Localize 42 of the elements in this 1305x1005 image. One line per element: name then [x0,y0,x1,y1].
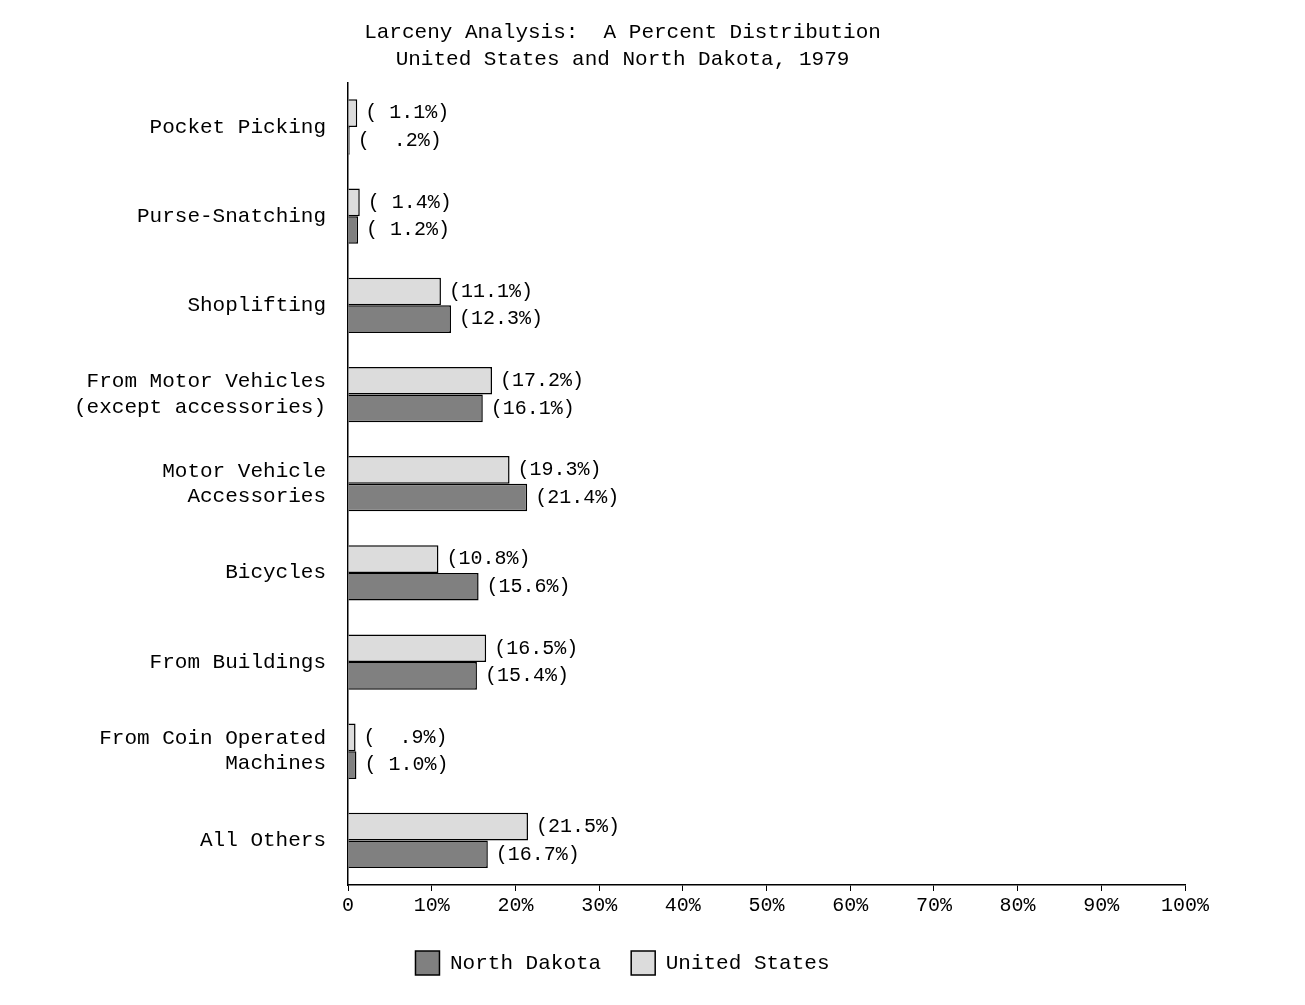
data-label: (21.4%) [535,485,620,509]
y-tick-label: From Motor Vehicles (except accessories) [73,370,327,419]
y-tick-label: All Others [200,828,327,852]
legend-label: North Dakota [449,951,602,975]
chart-subtitle: United States and North Dakota, 1979 [395,48,850,72]
x-tick-label: 80% [999,894,1037,918]
y-tick-label: From Coin Operated Machines [99,727,327,776]
y-tick-label: Bicycles [225,561,327,585]
data-label: (21.5%) [535,814,620,838]
x-tick-label: 20% [497,894,535,918]
data-label: (15.4%) [484,664,569,688]
data-label: (15.6%) [486,575,571,598]
x-tick-label: 100% [1160,894,1210,918]
x-tick-label: 90% [1083,894,1121,918]
data-label: ( 1.1%) [365,101,450,125]
x-tick-label: 10% [413,894,451,918]
x-tick-label: 50% [748,894,786,918]
data-label: ( 1.4%) [367,190,452,214]
data-label: (16.7%) [495,842,580,866]
legend-label: United States [665,951,830,975]
y-tick-label: From Buildings [149,650,327,674]
x-tick-label: 60% [832,894,870,918]
data-label: ( .2%) [357,129,442,153]
data-label: (11.1%) [448,279,533,303]
data-label: (12.3%) [458,307,543,331]
x-tick-label: 0 [342,894,355,918]
data-label: ( 1.2%) [366,218,451,242]
y-tick-label: Motor Vehicle Accessories [162,459,327,508]
chart-title: Larceny Analysis: A Percent Distribution [364,21,881,45]
y-tick-label: Pocket Picking [149,115,327,139]
data-label: (10.8%) [446,547,531,571]
x-tick-label: 30% [581,894,619,918]
data-label: (16.1%) [490,396,575,420]
y-tick-label: Purse-Snatching [137,204,327,228]
data-label: ( 1.0%) [364,753,449,777]
x-tick-label: 40% [664,894,702,918]
y-tick-label: Shoplifting [187,293,327,317]
data-label: (17.2%) [500,369,585,392]
data-label: ( .9%) [363,725,448,749]
data-label: (19.3%) [517,458,602,482]
x-tick-label: 70% [915,894,953,918]
data-label: (16.5%) [494,636,579,660]
